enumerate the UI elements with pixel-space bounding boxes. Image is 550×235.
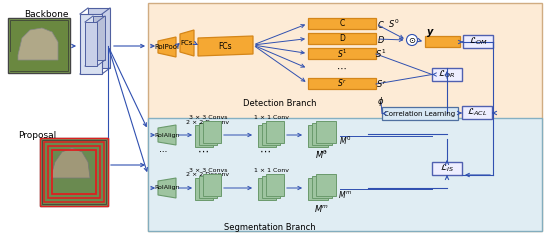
Text: $M^0$: $M^0$ bbox=[315, 149, 328, 161]
Bar bbox=[88, 8, 110, 68]
Bar bbox=[266, 174, 284, 196]
Text: Correlation Learning: Correlation Learning bbox=[384, 110, 455, 117]
Bar bbox=[308, 33, 376, 44]
Bar bbox=[312, 123, 332, 145]
Text: 2 × 2 Deconv: 2 × 2 Deconv bbox=[186, 172, 229, 177]
Bar bbox=[44, 142, 104, 202]
Text: $D$: $D$ bbox=[377, 34, 385, 44]
Text: $S^r$: $S^r$ bbox=[337, 78, 347, 89]
Text: 1 × 1 Conv: 1 × 1 Conv bbox=[254, 114, 289, 120]
Bar bbox=[85, 22, 97, 66]
Text: C: C bbox=[339, 19, 345, 28]
Bar bbox=[266, 121, 284, 143]
Polygon shape bbox=[158, 178, 176, 198]
Text: RoIAlign: RoIAlign bbox=[154, 133, 180, 137]
Bar bbox=[40, 138, 108, 206]
Bar bbox=[93, 16, 105, 60]
Text: $S^r$: $S^r$ bbox=[376, 78, 386, 90]
Bar bbox=[382, 107, 458, 120]
Text: $S^1$: $S^1$ bbox=[337, 47, 347, 60]
Text: ⋯: ⋯ bbox=[337, 63, 347, 74]
Bar bbox=[8, 18, 70, 73]
Text: $\mathcal{L}_{ACL}$: $\mathcal{L}_{ACL}$ bbox=[467, 107, 487, 118]
Bar bbox=[195, 125, 213, 147]
Polygon shape bbox=[180, 30, 194, 56]
Text: ⋯: ⋯ bbox=[260, 147, 271, 157]
Bar bbox=[308, 78, 376, 89]
Polygon shape bbox=[50, 148, 90, 180]
Text: RoIPool: RoIPool bbox=[155, 44, 179, 50]
Bar bbox=[432, 162, 462, 175]
Text: D: D bbox=[339, 34, 345, 43]
Polygon shape bbox=[158, 125, 176, 145]
Text: 2 × 2 Deconv: 2 × 2 Deconv bbox=[186, 120, 229, 125]
Bar bbox=[308, 125, 328, 147]
Bar bbox=[199, 176, 217, 198]
Bar bbox=[316, 121, 336, 143]
Bar bbox=[316, 174, 336, 196]
Text: Detection Branch: Detection Branch bbox=[243, 99, 317, 109]
Text: $M^0$: $M^0$ bbox=[339, 135, 351, 147]
Bar bbox=[203, 174, 221, 196]
Text: RoIAlign: RoIAlign bbox=[154, 185, 180, 191]
Text: $\mathcal{L}_{OM}$: $\mathcal{L}_{OM}$ bbox=[469, 36, 487, 47]
Bar bbox=[195, 178, 213, 200]
Text: $\mathcal{L}_{IS}$: $\mathcal{L}_{IS}$ bbox=[440, 163, 454, 174]
Text: $S^1$: $S^1$ bbox=[376, 48, 387, 60]
Polygon shape bbox=[198, 36, 253, 56]
Text: $\phi$: $\phi$ bbox=[377, 95, 384, 109]
Bar bbox=[52, 150, 96, 194]
Bar bbox=[262, 123, 280, 145]
Bar bbox=[308, 18, 376, 29]
Text: $S^0$: $S^0$ bbox=[388, 18, 400, 30]
Bar bbox=[48, 146, 100, 198]
Bar bbox=[10, 20, 68, 71]
Bar bbox=[199, 123, 217, 145]
Text: ⋯: ⋯ bbox=[316, 147, 327, 157]
Bar bbox=[262, 176, 280, 198]
Bar bbox=[258, 178, 276, 200]
Bar bbox=[312, 176, 332, 198]
Bar bbox=[308, 178, 328, 200]
Bar bbox=[432, 68, 462, 81]
Bar bbox=[203, 121, 221, 143]
Polygon shape bbox=[18, 28, 58, 60]
Text: $\mathcal{L}_{OR}$: $\mathcal{L}_{OR}$ bbox=[438, 69, 455, 80]
Bar bbox=[463, 35, 493, 48]
Text: 1 × 1 Conv: 1 × 1 Conv bbox=[254, 168, 289, 172]
Text: 3 × 3 Convs: 3 × 3 Convs bbox=[189, 168, 227, 172]
Bar bbox=[148, 3, 542, 231]
Text: Segmentation Branch: Segmentation Branch bbox=[224, 223, 316, 232]
Bar bbox=[462, 106, 492, 119]
Text: ⋯: ⋯ bbox=[197, 147, 208, 157]
Bar bbox=[10, 52, 68, 71]
Text: FCs: FCs bbox=[181, 40, 193, 46]
Bar bbox=[308, 48, 376, 59]
Bar bbox=[258, 125, 276, 147]
Text: $C$: $C$ bbox=[377, 19, 385, 30]
Bar bbox=[40, 138, 108, 206]
Circle shape bbox=[406, 35, 417, 46]
Text: ⊙: ⊙ bbox=[409, 35, 415, 44]
Text: Backbone: Backbone bbox=[24, 9, 68, 19]
Text: $M^m$: $M^m$ bbox=[338, 188, 352, 200]
Bar bbox=[80, 14, 102, 74]
Polygon shape bbox=[158, 37, 176, 57]
Text: Proposal: Proposal bbox=[18, 132, 56, 141]
Text: $M^m$: $M^m$ bbox=[315, 203, 329, 214]
Text: ⋯: ⋯ bbox=[159, 148, 167, 157]
Bar bbox=[42, 140, 106, 204]
Bar bbox=[148, 118, 542, 231]
Bar bbox=[425, 36, 460, 47]
Text: $\boldsymbol{y}$: $\boldsymbol{y}$ bbox=[426, 27, 434, 39]
Text: FCs: FCs bbox=[218, 42, 232, 51]
Text: 3 × 3 Convs: 3 × 3 Convs bbox=[189, 114, 227, 120]
